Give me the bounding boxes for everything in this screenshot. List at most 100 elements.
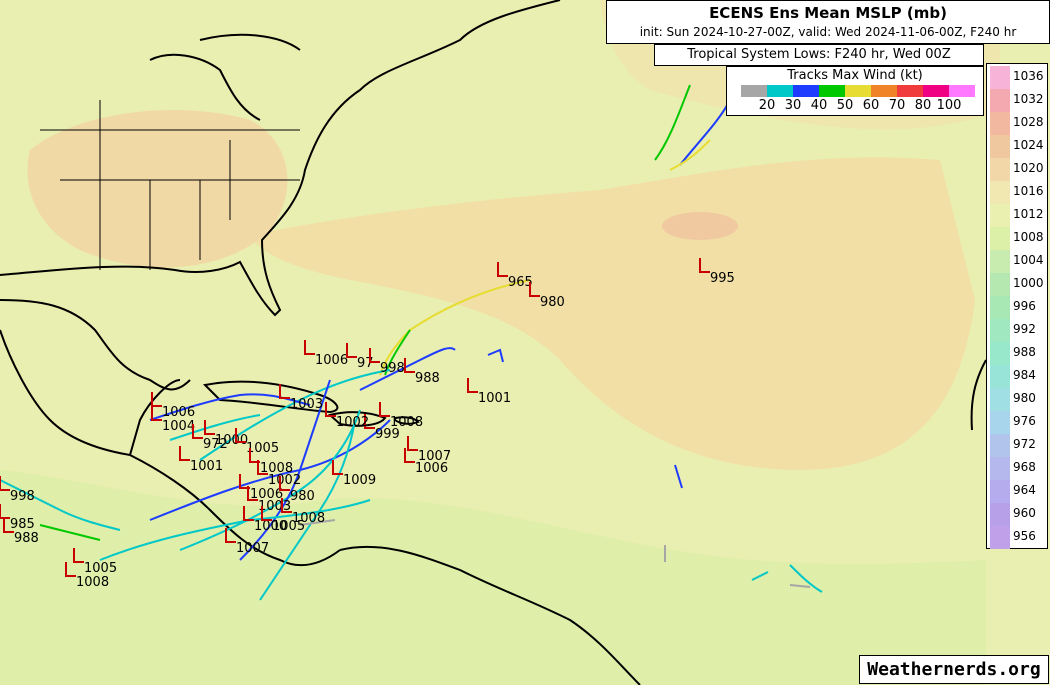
storm-low-label: 1006 <box>250 487 283 502</box>
colorbar-level: 1036 <box>989 66 1045 89</box>
colorbar-label: 996 <box>1013 299 1036 313</box>
storm-low-label: 1008 <box>390 415 423 430</box>
coastlines <box>0 0 987 685</box>
track-tick-label: 100 <box>936 98 962 113</box>
track-mid-atlantic-2 <box>789 564 823 593</box>
colorbar-swatch <box>990 135 1010 158</box>
colorbar-level: 988 <box>989 342 1045 365</box>
tropical-lows-legend: Tropical System Lows: F240 hr, Wed 00Z <box>654 44 984 66</box>
colorbar-label: 980 <box>1013 391 1036 405</box>
storm-low-label: 995 <box>710 271 735 286</box>
colorbar-level: 1020 <box>989 158 1045 181</box>
colorbar-label: 988 <box>1013 345 1036 359</box>
track-mid-atlantic-3 <box>751 571 769 581</box>
track-short-blue <box>487 348 504 363</box>
colorbar-label: 1000 <box>1013 276 1044 290</box>
storm-low-marker <box>364 414 375 429</box>
track-tick-label: 20 <box>758 98 776 113</box>
colorbar-label: 1036 <box>1013 69 1044 83</box>
colorbar-level: 964 <box>989 480 1045 503</box>
storm-low-label: 1000 <box>254 519 287 534</box>
track-swatch <box>793 85 819 97</box>
storm-low-marker <box>235 428 246 443</box>
storm-low-label: 1009 <box>343 473 376 488</box>
track-swatch <box>819 85 845 97</box>
storm-low-marker <box>239 474 250 489</box>
colorbar-swatch <box>990 89 1010 112</box>
track-tick-label: 70 <box>888 98 906 113</box>
storm-low-label: 988 <box>415 371 440 386</box>
storm-low-label: 999 <box>375 427 400 442</box>
colorbar-level: 1032 <box>989 89 1045 112</box>
storm-low-marker <box>529 282 540 297</box>
track-atlantic-main <box>379 279 531 376</box>
colorbar-swatch <box>990 296 1010 319</box>
cuba-outline <box>202 380 339 414</box>
north-america-coast <box>0 0 561 317</box>
storm-low-label: 1008 <box>292 511 325 526</box>
storm-low-label: 1008 <box>260 461 293 476</box>
colorbar-level: 972 <box>989 434 1045 457</box>
storm-low-marker <box>204 420 215 435</box>
track-caribbean-4 <box>239 379 331 561</box>
storm-low-marker <box>247 486 258 501</box>
track-tick-label: 50 <box>836 98 854 113</box>
pressure-colorbar: 1036 1032 1028 1024 1020 1016 1012 1008 1004 1000… <box>986 63 1048 549</box>
colorbar-label: 1032 <box>1013 92 1044 106</box>
colorbar-level: 984 <box>989 365 1045 388</box>
colorbar-swatch <box>990 342 1010 365</box>
track-gray <box>664 545 811 588</box>
track-swatch <box>897 85 923 97</box>
storm-low-label: 988 <box>14 531 39 546</box>
colorbar-label: 984 <box>1013 368 1036 382</box>
colorbar-swatch <box>990 250 1010 273</box>
storm-low-marker <box>325 402 336 417</box>
colorbar-swatch <box>990 411 1010 434</box>
colorbar-level: 996 <box>989 296 1045 319</box>
state-borders <box>40 100 300 270</box>
track-pacific-green <box>39 524 101 541</box>
storm-low-marker <box>279 384 290 399</box>
track-swatch <box>767 85 793 97</box>
track-mid-atlantic-1 <box>674 464 683 489</box>
tracks-legend-swatches <box>741 85 975 97</box>
storm-low-label: 1000 <box>215 433 248 448</box>
colorbar-swatch <box>990 457 1010 480</box>
colorbar-label: 964 <box>1013 483 1036 497</box>
colorbar-level: 1004 <box>989 250 1045 273</box>
colorbar-level: 976 <box>989 411 1045 434</box>
colorbar-level: 1016 <box>989 181 1045 204</box>
track-caribbean-3 <box>199 369 391 461</box>
colorbar-swatch <box>990 181 1010 204</box>
storm-low-label: 1008 <box>76 575 109 590</box>
colorbar-label: 992 <box>1013 322 1036 336</box>
storm-low-marker <box>151 406 162 421</box>
storm-low-label: 1002 <box>336 415 369 430</box>
map-title: ECENS Ens Mean MSLP (mb) <box>709 4 947 22</box>
track-east-caribbean <box>359 347 456 391</box>
colorbar-swatch <box>990 388 1010 411</box>
storm-low-label: 1007 <box>418 449 451 464</box>
storm-low-marker <box>407 436 418 451</box>
colorbar-swatch <box>990 204 1010 227</box>
colorbar-level: 1000 <box>989 273 1045 296</box>
colorbar-label: 956 <box>1013 529 1036 543</box>
colorbar-label: 1016 <box>1013 184 1044 198</box>
hispaniola-outline <box>327 411 387 427</box>
high-pressure-core <box>662 212 738 240</box>
storm-low-marker <box>0 504 10 519</box>
storm-low-marker <box>281 498 292 513</box>
track-central-america-gray <box>299 519 336 526</box>
track-caribbean-5 <box>259 419 356 601</box>
storm-low-label: 97 <box>357 356 374 371</box>
south-america-coast <box>339 545 641 685</box>
colorbar-level: 1024 <box>989 135 1045 158</box>
colorbar-swatch <box>990 503 1010 526</box>
storm-low-marker <box>379 402 390 417</box>
storm-low-label: 1005 <box>272 519 305 534</box>
storm-low-label: 1005 <box>246 441 279 456</box>
storm-low-marker <box>467 378 478 393</box>
colorbar-swatch <box>990 434 1010 457</box>
colorbar-level: 992 <box>989 319 1045 342</box>
